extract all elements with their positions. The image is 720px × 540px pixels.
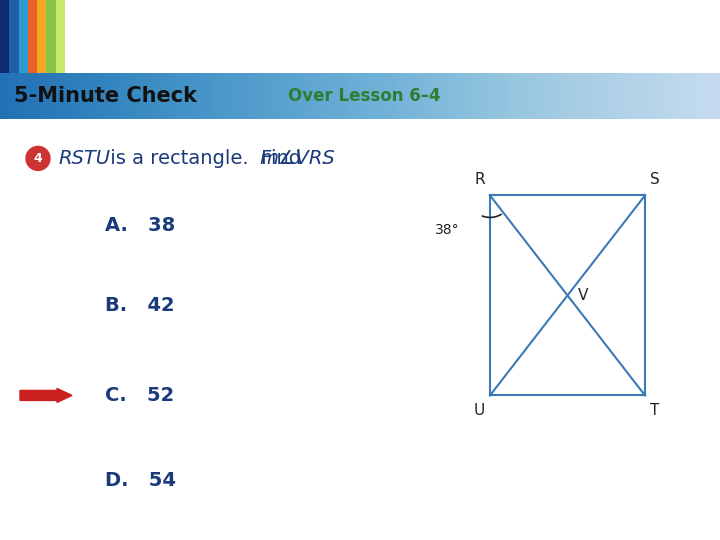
Text: GEOMETRY: GEOMETRY — [79, 16, 336, 57]
Bar — [37, 0, 46, 73]
Text: D.   54: D. 54 — [105, 471, 176, 490]
Bar — [9, 0, 19, 73]
Bar — [19, 0, 28, 73]
Text: T: T — [650, 403, 660, 418]
Text: U: U — [474, 403, 485, 418]
Text: Over Lesson 6–4: Over Lesson 6–4 — [288, 87, 441, 105]
Text: C.   52: C. 52 — [105, 386, 174, 405]
Text: R: R — [474, 172, 485, 187]
Bar — [55, 0, 65, 73]
Text: 4: 4 — [34, 152, 42, 165]
Text: S: S — [650, 172, 660, 187]
Text: RSTU: RSTU — [58, 149, 110, 168]
Text: is a rectangle.  Find: is a rectangle. Find — [104, 149, 307, 168]
Text: .: . — [321, 149, 328, 168]
Text: 5-Minute Check: 5-Minute Check — [14, 86, 197, 106]
Text: A.   38: A. 38 — [105, 216, 175, 235]
Bar — [28, 0, 37, 73]
FancyArrow shape — [20, 388, 72, 402]
Text: B.   42: B. 42 — [105, 296, 175, 315]
Bar — [46, 0, 55, 73]
Text: GLENCOE: GLENCOE — [66, 21, 71, 52]
Text: 38°: 38° — [435, 224, 459, 238]
Bar — [0, 0, 9, 73]
Text: V: V — [577, 288, 588, 303]
Text: m∠VRS: m∠VRS — [259, 149, 335, 168]
Circle shape — [26, 146, 50, 171]
